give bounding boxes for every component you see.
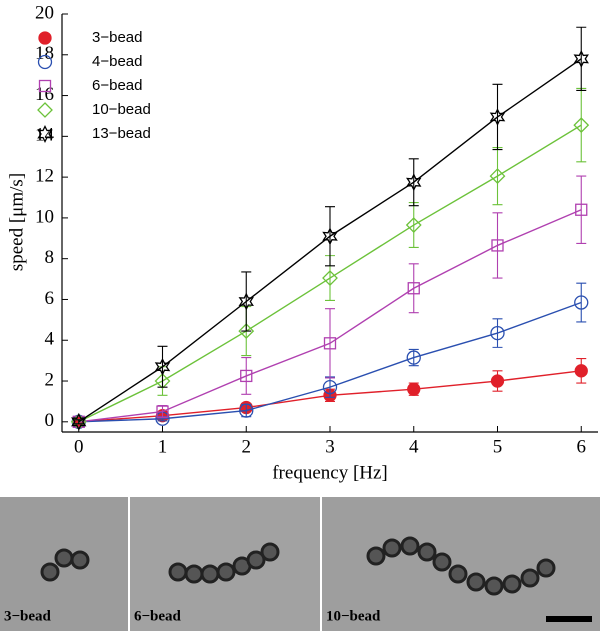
marker xyxy=(574,364,588,378)
panel-label: 3−bead xyxy=(4,608,52,624)
error-bar xyxy=(492,212,503,279)
error-bar xyxy=(157,345,168,388)
error-bar xyxy=(576,175,587,244)
y-tick-label: 0 xyxy=(45,410,55,431)
beads xyxy=(40,536,556,596)
marker xyxy=(322,227,338,246)
legend-label: 6−bead xyxy=(92,77,142,94)
legend-label: 10−bead xyxy=(92,101,151,118)
marker xyxy=(37,54,53,70)
y-tick-label: 10 xyxy=(35,206,54,227)
error-bar xyxy=(576,26,587,92)
marker xyxy=(71,412,87,431)
marker xyxy=(573,117,590,134)
x-tick-label: 1 xyxy=(158,436,168,457)
error-bar xyxy=(241,357,252,395)
marker xyxy=(574,295,589,310)
marker xyxy=(322,379,338,395)
x-tick-label: 6 xyxy=(577,436,587,457)
marker xyxy=(490,374,505,388)
error-bar xyxy=(408,158,419,207)
error-bar xyxy=(492,147,503,206)
error-bar xyxy=(241,271,252,332)
marker xyxy=(72,415,85,428)
marker xyxy=(323,337,337,350)
error-bar xyxy=(492,83,503,151)
marker xyxy=(575,203,588,216)
y-tick-label: 2 xyxy=(45,369,55,390)
marker xyxy=(573,49,589,68)
y-axis-label: speed [μm/s] xyxy=(6,173,27,271)
x-tick-label: 3 xyxy=(325,436,335,457)
error-bar xyxy=(576,87,587,163)
marker xyxy=(38,79,52,93)
x-tick-label: 2 xyxy=(242,436,252,457)
marker xyxy=(322,270,338,286)
error-bar xyxy=(492,318,503,348)
micrographs: 3−bead 6−bead 10−bead xyxy=(0,497,600,631)
y-tick-label: 8 xyxy=(45,247,55,268)
marker xyxy=(407,282,420,295)
error-bar xyxy=(576,282,587,323)
marker xyxy=(238,292,254,311)
marker xyxy=(156,405,169,418)
y-tick-label: 6 xyxy=(45,288,55,309)
marker xyxy=(406,173,422,192)
x-tick-label: 4 xyxy=(409,436,419,457)
scale-bar xyxy=(546,616,592,622)
marker xyxy=(238,323,255,339)
marker xyxy=(154,357,171,376)
panel-label: 6−bead xyxy=(134,608,182,624)
y-tick-label: 4 xyxy=(45,329,55,350)
marker xyxy=(490,325,505,341)
marker xyxy=(405,217,422,233)
marker xyxy=(37,125,53,143)
marker xyxy=(489,168,506,185)
panel-label: 10−bead xyxy=(326,608,381,624)
marker xyxy=(154,373,171,389)
marker xyxy=(406,350,421,365)
legend-label: 13−bead xyxy=(92,125,151,142)
error-bar xyxy=(408,202,419,249)
error-bar xyxy=(325,206,335,267)
error-bar xyxy=(73,419,84,425)
marker xyxy=(37,102,53,118)
marker xyxy=(240,369,253,383)
y-tick-label: 12 xyxy=(35,165,54,186)
marker xyxy=(38,31,52,45)
x-tick-label: 0 xyxy=(74,436,84,457)
marker xyxy=(489,108,506,126)
y-tick-label: 20 xyxy=(35,2,54,23)
x-tick-label: 5 xyxy=(493,436,503,457)
error-bar xyxy=(325,308,335,379)
legend-label: 4−bead xyxy=(92,53,142,70)
error-bar xyxy=(408,263,419,314)
y-tick-label: 16 xyxy=(35,84,54,105)
marker xyxy=(407,382,421,396)
marker xyxy=(239,403,254,418)
marker xyxy=(491,239,504,252)
x-axis-label: frequency [Hz] xyxy=(272,462,388,483)
legend-label: 3−bead xyxy=(92,29,142,46)
error-bar xyxy=(408,348,419,367)
